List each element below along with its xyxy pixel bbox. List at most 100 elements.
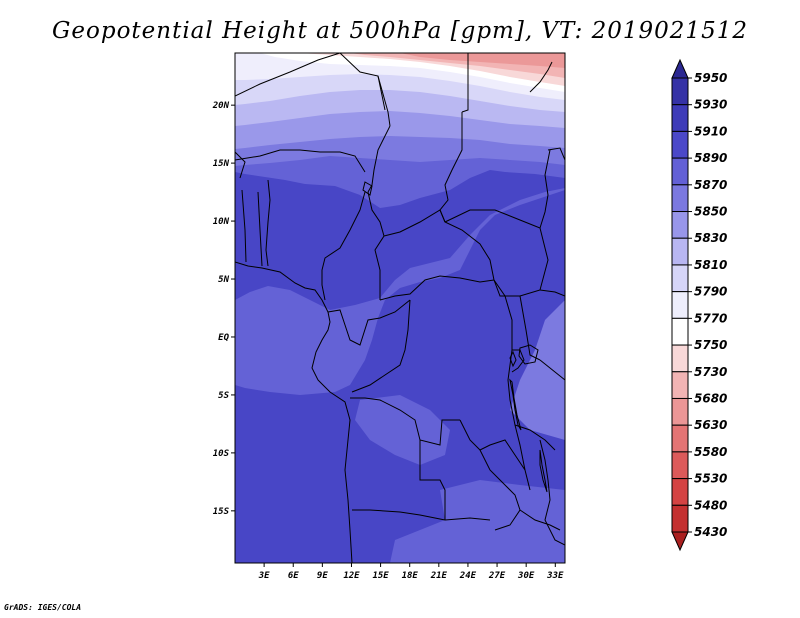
lat-tick-label: 10S — [213, 449, 230, 459]
lat-tick-label: 5N — [218, 275, 229, 285]
colorbar-top-arrow — [671, 58, 689, 79]
colorbar-level-label: 5630 — [694, 418, 727, 432]
border-angola-drc — [350, 397, 460, 446]
border-benin-nigeria — [265, 179, 271, 267]
colorbar-swatch — [671, 397, 689, 426]
border-libya-sudan — [377, 75, 391, 127]
lat-tick-label: EQ — [218, 333, 229, 343]
colorbar-level-label: 5890 — [694, 151, 727, 165]
colorbar-swatch — [671, 184, 689, 213]
colorbar-level-label: 5950 — [694, 71, 727, 85]
lon-tick-label: 27E — [488, 571, 506, 581]
lake-chad — [362, 181, 373, 196]
border-nigeria-cameroon — [321, 191, 366, 301]
map-frame — [234, 52, 566, 564]
lake-kivu — [509, 350, 517, 368]
lon-tick-label: 21E — [430, 571, 448, 581]
coastline — [235, 261, 353, 563]
colorbar-swatch — [671, 317, 689, 346]
colorbar-level-label: 5580 — [694, 445, 727, 459]
lon-tick-label: 3E — [258, 571, 270, 581]
border-egypt-sudan — [461, 53, 469, 113]
colorbar-level-label: 5930 — [694, 98, 727, 112]
colorbar-level-label: 5530 — [694, 472, 727, 486]
lat-tick-label: 5S — [218, 391, 229, 401]
colorbar-swatch — [671, 237, 689, 266]
field-band-5870-south-b — [390, 480, 565, 563]
colorbar-swatch — [671, 371, 689, 399]
colorbar-level-label: 5750 — [694, 338, 727, 352]
colorbar-swatch — [671, 478, 689, 506]
border-drc-east — [493, 279, 531, 491]
lon-tick-label: 6E — [288, 571, 299, 581]
colorbar-swatch — [671, 104, 689, 132]
border-angola-zambia — [419, 440, 446, 520]
colorbar-level-label: 5790 — [694, 285, 727, 299]
border-ghana — [241, 189, 247, 263]
chart-title: Geopotential Height at 500hPa [gpm], VT:… — [52, 18, 748, 44]
grads-credit: GrADS: IGES/COLA — [4, 603, 82, 612]
colorbar-swatch — [671, 157, 689, 186]
colorbar-bottom-arrow — [671, 531, 689, 552]
lat-tick-label: 15N — [213, 159, 230, 169]
border-sudan-ethiopia — [539, 149, 551, 229]
colorbar-swatch — [671, 211, 689, 239]
border-angola-namibia — [352, 509, 446, 521]
field-band-5870-south-a — [355, 395, 450, 465]
field-band-5850-east — [510, 300, 565, 440]
colorbar-level-label: 5680 — [694, 391, 727, 405]
lat-tick-label: 10N — [213, 217, 230, 227]
border-niger-libya — [339, 53, 386, 111]
field-band-5870-east — [235, 188, 565, 395]
colorbar-level-label: 5730 — [694, 365, 727, 379]
border-car-south — [379, 275, 495, 301]
colorbar-swatch — [671, 451, 689, 480]
lat-tick-label: 20N — [212, 101, 230, 111]
longitude-axis: 3E 6E 9E 12E 15E 18E 21E 24E 27E 30E 33E — [258, 563, 564, 581]
border-south-sudan — [444, 209, 549, 297]
border-tanzania-zambia — [514, 424, 556, 451]
lon-tick-label: 18E — [402, 571, 419, 581]
red-sea-coast — [529, 61, 553, 93]
colorbar-level-label: 5810 — [694, 258, 727, 272]
border-drc-zambia — [459, 419, 526, 471]
field-band-5630 — [400, 53, 565, 68]
colorbar-level-label: 5480 — [694, 498, 727, 512]
colorbar-swatch — [671, 130, 689, 159]
border-kenya-tanzania — [539, 359, 565, 381]
border-algeria-niger — [235, 53, 341, 97]
border-zimbabwe-mozambique — [519, 509, 561, 531]
country-borders — [235, 53, 565, 563]
border-gabon-congo — [327, 299, 411, 346]
lat-tick-label: 15S — [213, 507, 230, 517]
colorbar-level-label: 5430 — [694, 525, 727, 539]
border-uganda-kenya — [519, 295, 541, 361]
border-drc-congo — [351, 299, 411, 393]
border-ethiopia-kenya — [539, 289, 565, 297]
lon-tick-label: 9E — [317, 571, 328, 581]
lake-malawi — [539, 449, 548, 493]
colorbar-swatch — [671, 424, 689, 453]
lon-tick-label: 30E — [517, 571, 535, 581]
colorbar-level-label: 5770 — [694, 311, 727, 325]
colorbar-swatch — [671, 504, 689, 533]
lon-tick-label: 24E — [459, 571, 477, 581]
colorbar-swatch — [671, 77, 689, 106]
lon-tick-label: 12E — [343, 571, 360, 581]
border-rwanda-burundi — [511, 349, 525, 373]
colorbar-swatch — [671, 264, 689, 293]
border-niger-nigeria — [235, 149, 366, 173]
border-mali-burkina — [235, 151, 246, 179]
colorbar-level-label: 5870 — [694, 178, 727, 192]
lon-tick-label: 33E — [546, 571, 564, 581]
border-zambia-zimbabwe — [479, 449, 521, 531]
border-malawi-mozambique — [539, 439, 565, 546]
colorbar-level-label: 5910 — [694, 124, 727, 138]
colorbar-level-label: 5850 — [694, 205, 727, 219]
lake-victoria — [518, 344, 539, 365]
latitude-axis: 20N 15N 10N 5N EQ 5S 10S 15S — [212, 101, 235, 517]
lake-tanganyika — [509, 378, 522, 431]
colorbar: 5950 5930 5910 5890 5870 5850 5830 5810 5790 5770… — [671, 58, 727, 552]
border-eritrea — [547, 147, 565, 161]
